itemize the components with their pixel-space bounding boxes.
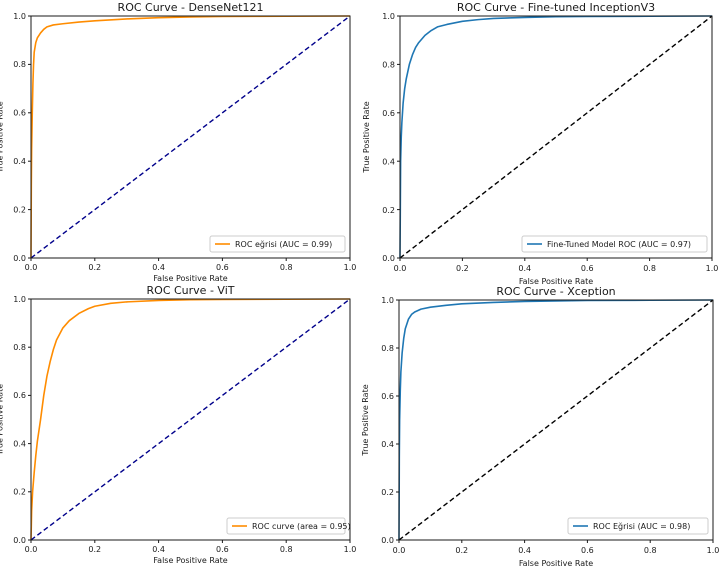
y-tick-label: 0.2 [382, 206, 395, 215]
y-axis-label: True Positive Rate [361, 384, 370, 456]
chart-title: ROC Curve - Xception [496, 285, 615, 298]
legend-box [209, 235, 346, 253]
x-tick-label: 0.2 [455, 546, 468, 555]
x-tick-label: 0.2 [456, 264, 469, 273]
chance-diagonal-line [399, 15, 713, 259]
legend: ROC eğrisi (AUC = 0.99) [209, 235, 346, 253]
x-tick-label: 0.8 [643, 264, 656, 273]
y-tick-label: 0.0 [13, 536, 26, 545]
roc-curve-line [398, 299, 714, 541]
x-tick-label: 0.2 [88, 545, 101, 554]
legend-box [521, 235, 708, 253]
plot-frame [399, 15, 713, 259]
x-tick-label: 0.4 [152, 263, 165, 272]
y-tick-label: 0.6 [13, 391, 26, 400]
x-tick-label: 0.8 [280, 263, 293, 272]
chart-panel-1: ROC Curve - DenseNet121 0.0 0.2 0.4 0.6 0.8 1.… [0, 1, 356, 283]
y-tick-label: 0.4 [381, 440, 394, 449]
chart-title: ROC Curve - DenseNet121 [118, 1, 264, 14]
legend-entry: ROC eğrisi (AUC = 0.99) [235, 240, 332, 249]
y-tick-label: 0.4 [13, 157, 26, 166]
chart-panel-2: ROC Curve - Fine-tuned InceptionV3 0.0 0.2… [362, 1, 718, 286]
y-tick-label: 0.6 [13, 109, 26, 118]
x-tick-label: 0.6 [216, 263, 229, 272]
y-axis-label: True Positive Rate [362, 101, 371, 173]
legend: ROC curve (area = 0.95) [226, 517, 351, 535]
plot-frame [30, 15, 351, 259]
x-tick-label: 0.8 [280, 545, 293, 554]
y-tick-label: 0.2 [13, 488, 26, 497]
legend-entry: ROC Eğrisi (AUC = 0.98) [593, 522, 690, 531]
x-tick-label: 0.4 [518, 264, 531, 273]
x-tick-label: 1.0 [706, 264, 719, 273]
x-tick-label: 0.0 [394, 264, 407, 273]
chart-title: ROC Curve - ViT [147, 284, 235, 297]
x-tick-label: 1.0 [707, 546, 720, 555]
y-tick-label: 1.0 [13, 295, 26, 304]
y-tick-label: 0.0 [13, 254, 26, 263]
y-tick-label: 0.2 [381, 488, 394, 497]
legend-entry: ROC curve (area = 0.95) [252, 522, 351, 531]
roc-curve-line [399, 15, 713, 259]
legend-box [226, 517, 346, 535]
x-axis-label: False Positive Rate [519, 277, 593, 286]
x-axis-label: False Positive Rate [519, 559, 593, 568]
legend: Fine-Tuned Model ROC (AUC = 0.97) [521, 235, 708, 253]
legend: ROC Eğrisi (AUC = 0.98) [567, 517, 709, 535]
x-tick-label: 0.8 [644, 546, 657, 555]
y-tick-label: 1.0 [13, 12, 26, 21]
y-tick-label: 0.0 [381, 536, 394, 545]
x-tick-label: 0.0 [25, 263, 38, 272]
y-tick-label: 0.8 [13, 343, 26, 352]
x-tick-label: 0.0 [393, 546, 406, 555]
chart-title: ROC Curve - Fine-tuned InceptionV3 [457, 1, 655, 14]
x-tick-label: 1.0 [344, 263, 357, 272]
y-tick-label: 1.0 [381, 296, 394, 305]
chance-diagonal-line [30, 15, 351, 259]
x-tick-label: 0.6 [581, 264, 594, 273]
y-tick-label: 0.6 [382, 109, 395, 118]
x-axis-label: False Positive Rate [153, 556, 227, 565]
roc-curve-line [30, 15, 351, 259]
roc-curve-line [30, 298, 351, 541]
plot-frame [398, 299, 714, 541]
x-tick-label: 0.4 [152, 545, 165, 554]
x-tick-label: 0.6 [216, 545, 229, 554]
plot-frame [30, 298, 351, 541]
y-tick-label: 0.6 [381, 392, 394, 401]
x-tick-label: 0.6 [581, 546, 594, 555]
y-tick-label: 0.4 [13, 439, 26, 448]
x-tick-label: 0.0 [25, 545, 38, 554]
y-tick-label: 0.8 [381, 344, 394, 353]
legend-entry: Fine-Tuned Model ROC (AUC = 0.97) [547, 240, 691, 249]
chart-panel-3: ROC Curve - ViT 0.0 0.2 0.4 0.6 0.8 1.0 0.0 0.2 0… [0, 284, 356, 565]
y-tick-label: 0.8 [13, 60, 26, 69]
y-axis-label: True Positive Rate [0, 384, 4, 456]
chart-panel-4: ROC Curve - Xception 0.0 0.2 0.4 0.6 0.8 1.0 0.… [361, 285, 719, 568]
x-axis-label: False Positive Rate [153, 274, 227, 283]
y-tick-label: 0.8 [382, 61, 395, 70]
x-tick-label: 0.4 [518, 546, 531, 555]
chance-diagonal-line [398, 299, 714, 541]
x-tick-label: 0.2 [88, 263, 101, 272]
y-tick-label: 0.0 [382, 254, 395, 263]
chance-diagonal-line [30, 298, 351, 541]
y-tick-label: 0.2 [13, 205, 26, 214]
y-axis-label: True Positive Rate [0, 101, 4, 173]
legend-box [567, 517, 709, 535]
x-tick-label: 1.0 [344, 545, 357, 554]
y-tick-label: 0.4 [382, 157, 395, 166]
y-tick-label: 1.0 [382, 12, 395, 21]
